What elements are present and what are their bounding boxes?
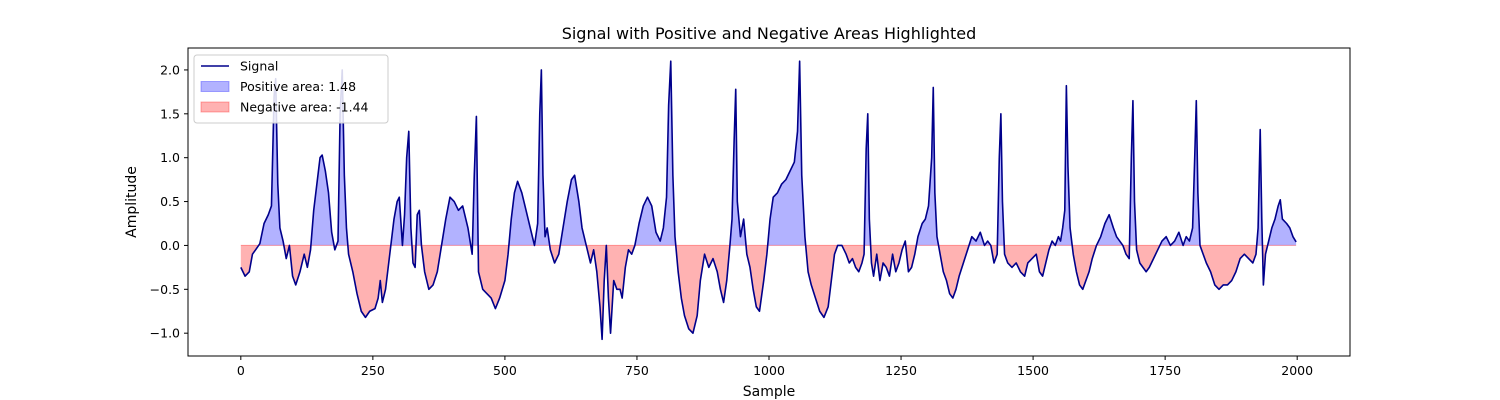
x-tick-label: 1250 bbox=[885, 363, 917, 378]
x-tick-label: 750 bbox=[625, 363, 649, 378]
y-tick-label: −0.5 bbox=[150, 282, 180, 297]
x-tick-label: 1500 bbox=[1017, 363, 1049, 378]
positive-area bbox=[258, 61, 1297, 246]
y-axis-ticks: −1.0 −0.5 0.0 0.5 1.0 1.5 2.0 bbox=[150, 62, 188, 341]
x-tick-label: 2000 bbox=[1281, 363, 1313, 378]
legend-signal-label: Signal bbox=[240, 59, 278, 74]
legend-box bbox=[193, 54, 389, 124]
legend: Signal Positive area: 1.48 Negative area: … bbox=[193, 54, 389, 124]
x-tick-label: 250 bbox=[361, 363, 385, 378]
x-tick-label: 0 bbox=[237, 363, 245, 378]
x-axis-label: Sample bbox=[743, 384, 796, 400]
y-axis-label: Amplitude bbox=[124, 166, 140, 238]
y-tick-label: 0.0 bbox=[160, 238, 180, 253]
x-tick-label: 500 bbox=[493, 363, 517, 378]
y-tick-label: 2.0 bbox=[160, 62, 180, 77]
x-axis-ticks: 0 250 500 750 1000 1250 1500 1750 2000 bbox=[237, 356, 1313, 378]
legend-positive-swatch bbox=[200, 81, 230, 92]
legend-positive-label: Positive area: 1.48 bbox=[240, 79, 356, 94]
y-tick-label: 0.5 bbox=[160, 194, 180, 209]
signal-line bbox=[240, 60, 1297, 341]
y-tick-label: 1.5 bbox=[160, 106, 180, 121]
signal-series bbox=[240, 60, 1297, 341]
legend-negative-label: Negative area: -1.44 bbox=[240, 100, 369, 115]
y-tick-label: −1.0 bbox=[150, 326, 180, 341]
x-tick-label: 1750 bbox=[1149, 363, 1181, 378]
legend-negative-swatch bbox=[200, 101, 230, 113]
y-tick-label: 1.0 bbox=[160, 150, 180, 165]
x-tick-label: 1000 bbox=[753, 363, 785, 378]
chart-title: Signal with Positive and Negative Areas … bbox=[562, 24, 977, 43]
